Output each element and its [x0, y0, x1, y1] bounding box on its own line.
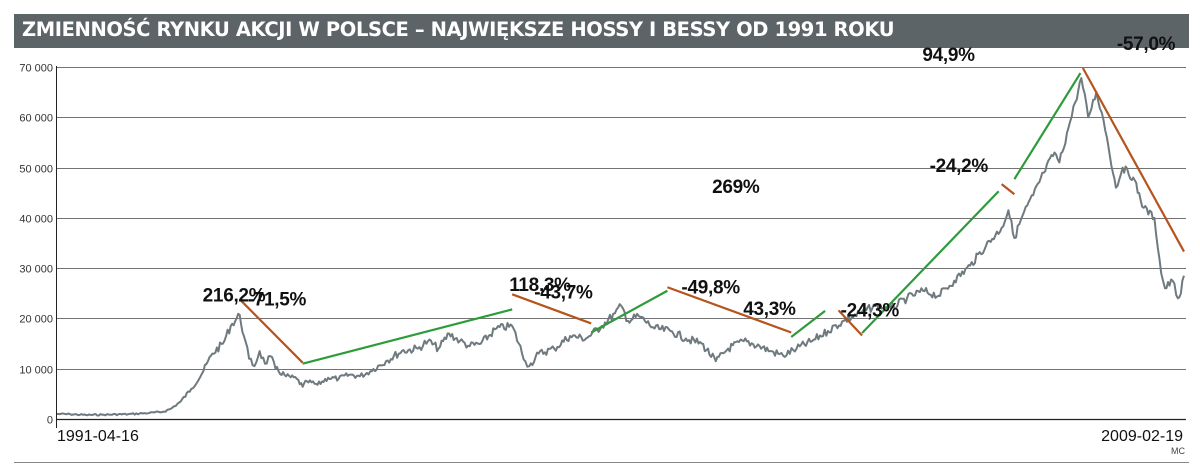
- bear-trend-line: [1081, 67, 1185, 253]
- bear-trend-line: [1000, 183, 1016, 196]
- y-tick-label: 30 000: [19, 264, 53, 276]
- annotation-label: -49,8%: [681, 277, 740, 298]
- y-tick-label: 20 000: [19, 314, 53, 326]
- series-line: [57, 77, 1185, 417]
- annotation-label: -24,2%: [930, 156, 989, 177]
- y-tick-label: 70 000: [19, 63, 53, 75]
- bull-trend-line: [1013, 72, 1082, 180]
- bull-trend-line: [590, 289, 668, 334]
- series-layer: [57, 77, 1185, 417]
- bull-trend-line: [861, 190, 1000, 334]
- bear-trend-line: [667, 286, 792, 334]
- annotation-label: 43,3%: [743, 299, 796, 320]
- y-axis-tick-labels: 0 10 000 20 000 30 000 40 000 50 000 60 000 70 …: [19, 63, 53, 427]
- annotation-labels: -71,5%216,2% -43,7%118,3% -49,8%43,3% -24,3…: [203, 34, 1176, 321]
- trend-lines: [238, 67, 1185, 365]
- bear-trend-line: [837, 309, 863, 337]
- bear-trend-line: [238, 298, 304, 364]
- gridlines: [57, 67, 1186, 370]
- annotation-label: -43,7%: [534, 282, 593, 303]
- x-end-label: 2009-02-19: [1101, 428, 1183, 445]
- y-tick-label: 10 000: [19, 365, 53, 377]
- y-tick-label: 40 000: [19, 214, 53, 226]
- annotation-label: -57,0%: [1117, 34, 1176, 55]
- credit-label: MC: [1171, 446, 1185, 456]
- annotation-label: -71,5%: [248, 289, 307, 310]
- annotation-label: 94,9%: [922, 45, 975, 66]
- y-tick-label: 50 000: [19, 164, 53, 176]
- y-tick-label: 60 000: [19, 113, 53, 125]
- title-bar: ZMIENNOŚĆ RYNKU AKCJI W POLSCE – NAJWIĘK…: [14, 14, 1189, 48]
- bull-trend-line: [790, 310, 826, 338]
- bull-trend-line: [302, 308, 513, 365]
- bear-trend-line: [511, 293, 592, 325]
- annotation-label: 216,2%: [203, 285, 266, 306]
- annotation-label: 269%: [712, 177, 760, 198]
- chart-title: ZMIENNOŚĆ RYNKU AKCJI W POLSCE – NAJWIĘK…: [22, 18, 895, 41]
- y-tick-label: 0: [47, 415, 53, 427]
- annotation-label: 118,3%: [509, 275, 571, 296]
- x-start-label: 1991-04-16: [57, 428, 139, 445]
- annotation-label: -24,3%: [841, 300, 900, 321]
